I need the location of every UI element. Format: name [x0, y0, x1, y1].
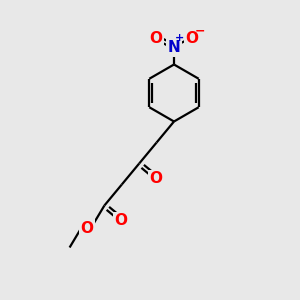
Text: O: O — [80, 220, 94, 236]
Text: N: N — [168, 40, 180, 56]
Text: O: O — [149, 171, 162, 186]
Text: O: O — [149, 32, 163, 46]
Text: −: − — [194, 25, 205, 38]
Text: O: O — [185, 32, 199, 46]
Text: +: + — [176, 33, 184, 43]
Text: O: O — [115, 213, 128, 228]
